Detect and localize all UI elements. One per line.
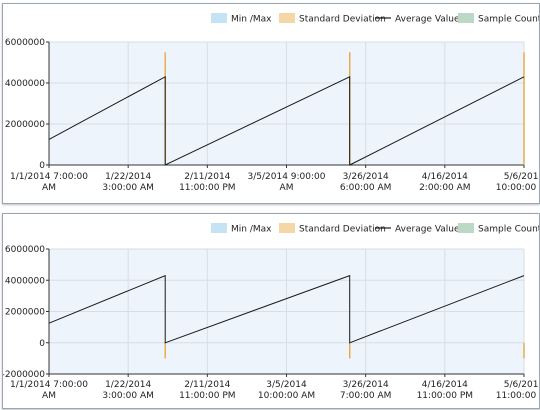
x-tick-label: 3/26/2014 xyxy=(343,380,389,390)
y-tick-label: -2000000 xyxy=(3,370,45,380)
legend-color-swatch xyxy=(279,223,295,233)
x-tick-label-time: AM xyxy=(42,183,56,193)
y-tick-label: 2000000 xyxy=(5,308,45,318)
chart-panel-bottom: Min /Max Standard Deviation Average Value S… xyxy=(2,213,540,409)
average-value-line xyxy=(48,274,525,344)
x-tick-label-time: AM xyxy=(280,183,294,193)
x-tick-label-time: 7:00:00 AM xyxy=(340,391,391,401)
x-tick-label: 3/5/2014 xyxy=(266,380,307,390)
y-tick-label: 2000000 xyxy=(5,120,45,130)
legend-item-standard-deviation: Standard Deviation xyxy=(279,13,386,25)
y-tick-label: 4000000 xyxy=(5,276,45,286)
legend-item-sample-count: Sample Count xyxy=(458,223,539,235)
legend-label: Sample Count xyxy=(478,225,539,235)
legend-color-swatch xyxy=(458,13,474,23)
x-tick-label-time: 2:00:00 AM xyxy=(419,183,470,193)
chart-bottom: Min /Max Standard Deviation Average Value S… xyxy=(3,223,539,401)
legend-color-swatch xyxy=(211,223,227,233)
y-tick-label: 6000000 xyxy=(5,38,45,48)
legend-color-swatch xyxy=(458,223,474,233)
legend-label: Min /Max xyxy=(231,225,272,235)
x-tick-label: 1/22/2014 xyxy=(105,172,151,182)
x-tick-label-time: 11:00:00 PM xyxy=(179,391,235,401)
x-tick-label: 2/11/2014 xyxy=(184,380,230,390)
legend-item-average-value: Average Value xyxy=(375,15,460,25)
legend-item-standard-deviation: Standard Deviation xyxy=(279,223,386,235)
legend-item-min-max: Min /Max xyxy=(211,13,272,25)
x-tick-label-time: 11:00:00 PM xyxy=(417,391,473,401)
x-tick-label-time: AM xyxy=(42,391,56,401)
legend-label: Average Value xyxy=(395,225,460,235)
legend-label: Standard Deviation xyxy=(299,225,386,235)
x-tick-label: 5/6/2014 xyxy=(504,380,539,390)
x-tick-label: 3/5/2014 9:00:00 xyxy=(248,172,326,182)
legend-item-average-value: Average Value xyxy=(375,225,460,235)
x-tick-label-time: 10:00:00 PM xyxy=(496,183,539,193)
x-tick-label-time: 11:00:00 PM xyxy=(496,391,539,401)
legend-color-swatch xyxy=(279,13,295,23)
x-tick-label: 4/16/2014 xyxy=(422,172,468,182)
chart-top: Min /Max Standard Deviation Average Value S… xyxy=(5,13,539,193)
legend: Min /Max Standard Deviation Average Value S… xyxy=(211,13,539,25)
legend-label: Average Value xyxy=(395,15,460,25)
x-tick-label: 1/22/2014 xyxy=(105,380,151,390)
chart-panel-top: Min /Max Standard Deviation Average Value S… xyxy=(2,3,540,204)
x-tick-label-time: 11:00:00 PM xyxy=(179,183,235,193)
y-tick-label: 6000000 xyxy=(5,245,45,255)
x-tick-label: 1/1/2014 7:00:00 xyxy=(10,380,88,390)
legend-label: Sample Count xyxy=(478,15,539,25)
y-tick-label: 4000000 xyxy=(5,79,45,89)
legend-color-swatch xyxy=(211,13,227,23)
x-tick-label: 3/26/2014 xyxy=(343,172,389,182)
y-tick-label: 0 xyxy=(39,161,45,171)
x-tick-label: 2/11/2014 xyxy=(184,172,230,182)
x-tick-label: 5/6/2014 xyxy=(504,172,539,182)
x-tick-label: 4/16/2014 xyxy=(422,380,468,390)
x-tick-label-time: 10:00:00 AM xyxy=(258,391,315,401)
x-tick-label: 1/1/2014 7:00:00 xyxy=(10,172,88,182)
y-tick-label: 0 xyxy=(39,339,45,349)
average-value-line xyxy=(48,75,525,166)
legend-label: Standard Deviation xyxy=(299,15,386,25)
x-tick-label-time: 3:00:00 AM xyxy=(102,183,153,193)
x-tick-label-time: 3:00:00 AM xyxy=(102,391,153,401)
legend: Min /Max Standard Deviation Average Value S… xyxy=(211,223,539,235)
legend-item-min-max: Min /Max xyxy=(211,223,272,235)
grid xyxy=(48,248,525,375)
x-tick-label-time: 6:00:00 AM xyxy=(340,183,391,193)
legend-label: Min /Max xyxy=(231,15,272,25)
legend-item-sample-count: Sample Count xyxy=(458,13,539,25)
